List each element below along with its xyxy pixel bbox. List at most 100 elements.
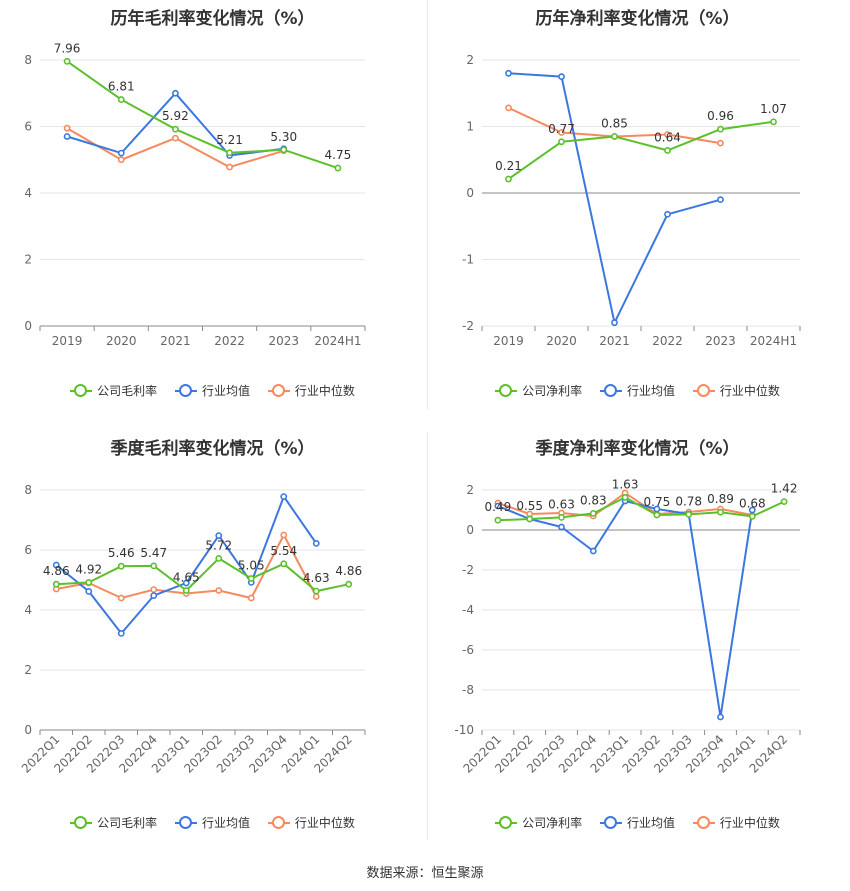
data-point (280, 146, 288, 154)
legend-swatch-icon (267, 383, 290, 397)
x-tick-label: 2024H1 (314, 334, 361, 348)
data-point (558, 73, 565, 81)
data-point (117, 96, 125, 103)
data-point (150, 586, 158, 593)
series-line (56, 557, 350, 593)
data-point (63, 133, 71, 140)
data-label: 0.78 (675, 494, 702, 508)
annual-net-margin-chart: 历年净利率变化情况（%） -2 -1 0 1 2 2019 2020 2021 2022 2023… (425, 0, 850, 420)
legend-item-company[interactable]: 公司净利率 (495, 814, 582, 831)
data-point (558, 138, 565, 146)
data-label: 1.07 (760, 102, 787, 116)
chart-title: 历年毛利率变化情况（%） (110, 9, 315, 29)
data-point (85, 578, 93, 586)
data-point (117, 562, 125, 570)
data-point (653, 511, 661, 519)
chart-plot: 0 2 4 6 8 2019 2020 2021 2022 2023 2024H1 7.96 6.81 5… (24, 41, 366, 348)
data-point (494, 502, 502, 510)
data-label: 0.83 (580, 493, 607, 507)
data-label: 0.85 (601, 116, 628, 130)
data-point (312, 540, 320, 547)
legend-item-industry-median[interactable]: 行业中位数 (267, 814, 355, 831)
data-point (215, 587, 223, 594)
legend-item-industry-avg[interactable]: 行业均值 (174, 382, 250, 399)
legend-swatch-icon (495, 383, 518, 397)
data-label: 1.42 (771, 482, 798, 496)
data-point (494, 516, 502, 524)
data-point (558, 514, 565, 521)
series-line (66, 60, 339, 170)
data-point (664, 131, 671, 138)
data-label: 4.65 (173, 571, 200, 585)
data-label: 7.96 (54, 41, 81, 55)
data-label: 0.49 (485, 500, 512, 514)
data-point (589, 510, 597, 517)
data-point (52, 561, 60, 569)
legend-swatch-icon (267, 815, 290, 829)
legend-item-industry-avg[interactable]: 行业均值 (599, 814, 675, 831)
legend-swatch-icon (599, 815, 622, 829)
annual-gross-margin-chart: 历年毛利率变化情况（%） 0 2 4 6 8 2019 2020 2021 2022 2023 20… (0, 0, 425, 420)
x-tick-label: 2021 (599, 334, 630, 348)
data-label: 5.21 (216, 133, 243, 147)
chart-legend: 公司净利率 行业均值 行业中位数 (425, 814, 850, 832)
y-tick-label: 1 (466, 120, 474, 134)
y-tick-label: -4 (462, 603, 474, 617)
legend-item-company[interactable]: 公司净利率 (495, 382, 582, 399)
data-point (526, 515, 534, 523)
legend-label: 行业均值 (201, 816, 250, 830)
data-point (247, 575, 255, 582)
legend-item-industry-avg[interactable]: 行业均值 (174, 814, 250, 831)
x-tick-label: 2019 (493, 334, 524, 348)
legend-label: 公司毛利率 (97, 816, 158, 830)
x-tick-label: 2019 (52, 334, 83, 348)
legend-item-company[interactable]: 公司毛利率 (70, 814, 157, 831)
legend-item-company[interactable]: 公司毛利率 (70, 382, 157, 399)
data-point (748, 506, 756, 514)
data-label: 4.75 (325, 148, 352, 162)
y-tick-label: 6 (24, 543, 32, 557)
data-point (312, 593, 320, 600)
data-point (280, 531, 288, 539)
y-tick-label: 0 (24, 723, 32, 737)
chart-legend: 公司净利率 行业均值 行业中位数 (425, 382, 850, 400)
data-label: 4.92 (75, 562, 102, 576)
legend-label: 行业中位数 (294, 384, 355, 398)
y-tick-label: -1 (462, 253, 474, 267)
y-tick-label: 4 (24, 186, 32, 200)
chart-plot: -10-8-6-4-2022022Q12022Q22022Q32022Q4202… (454, 477, 801, 776)
data-point (505, 175, 512, 183)
x-tick-label: 2020 (546, 334, 577, 348)
data-point (247, 594, 255, 602)
data-point (664, 147, 671, 154)
quarterly-gross-margin-chart: 季度毛利率变化情况（%） 0 2 4 6 8 2022Q1 2022Q2 2022Q3 2022… (0, 430, 425, 860)
data-point (172, 89, 179, 97)
data-label: 5.54 (270, 544, 297, 558)
y-tick-label: 2 (24, 253, 32, 267)
data-point (505, 69, 512, 77)
data-point (664, 210, 671, 218)
data-label: 4.86 (43, 564, 70, 578)
data-label: 0.75 (644, 495, 671, 509)
y-tick-label: -8 (462, 683, 474, 697)
data-point (312, 587, 320, 595)
legend-item-industry-avg[interactable]: 行业均值 (599, 382, 675, 399)
legend-label: 行业中位数 (719, 816, 780, 830)
legend-label: 行业中位数 (719, 384, 780, 398)
data-point (558, 129, 565, 136)
y-tick-label: 0 (24, 319, 32, 333)
data-label: 5.05 (238, 559, 265, 573)
data-point (611, 133, 618, 140)
y-tick-label: 0 (466, 523, 474, 537)
data-point (685, 511, 693, 518)
chart-legend: 公司毛利率 行业均值 行业中位数 (0, 382, 425, 400)
legend-item-industry-median[interactable]: 行业中位数 (692, 382, 780, 399)
legend-item-industry-median[interactable]: 行业中位数 (267, 382, 355, 399)
data-point (621, 494, 629, 501)
series-line (497, 496, 785, 522)
data-point (117, 149, 125, 157)
data-point (505, 104, 512, 112)
y-tick-label: 0 (466, 186, 474, 200)
legend-item-industry-median[interactable]: 行业中位数 (692, 814, 780, 831)
data-point (85, 587, 93, 595)
